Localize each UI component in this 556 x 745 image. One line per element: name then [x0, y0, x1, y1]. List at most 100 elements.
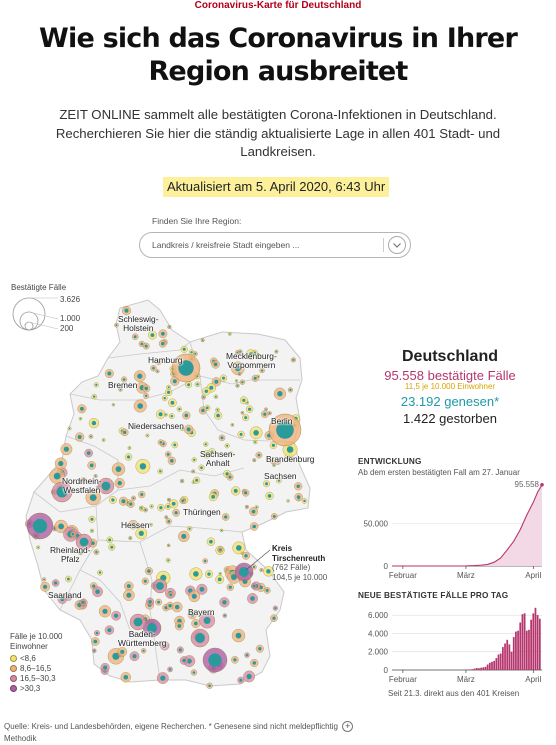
recovered-dot [209, 386, 213, 390]
recovered-dot [171, 415, 173, 417]
recovered-dot [178, 408, 180, 410]
rate-swatch-icon [10, 665, 17, 672]
recovered-dot [150, 524, 152, 526]
recovered-dot [93, 650, 95, 652]
method-link[interactable]: Methodik [4, 734, 36, 743]
recovered-dot [272, 617, 275, 620]
new-cases-bar [472, 669, 474, 670]
recovered-dot [172, 502, 176, 506]
recovered-dot [248, 408, 251, 411]
new-cases-bar [535, 608, 537, 670]
recovered-dot [274, 607, 276, 609]
country-stats: Deutschland 95.558 bestätigte Fälle 11,5… [355, 348, 545, 426]
recovered-dot [145, 387, 148, 390]
recovered-dot [287, 500, 288, 501]
new-cases-bar [491, 662, 493, 670]
recovered-dot [168, 520, 171, 523]
annotation-name-2: Tirschenreuth [272, 554, 325, 563]
recovered-dot [164, 397, 166, 399]
recovered-dot [207, 572, 210, 575]
recovered-dot [229, 586, 232, 589]
recovered-dot [33, 519, 47, 533]
recovered-dot [216, 414, 220, 418]
label-sachsen-anhalt: Sachsen-Anhalt [200, 450, 235, 468]
recovered-dot [224, 515, 227, 518]
recovered-dot [171, 401, 175, 405]
recovered-dot [126, 593, 131, 598]
recovered-dot [277, 391, 282, 396]
recovered-dot [125, 309, 129, 313]
recovered-dot [129, 447, 131, 449]
new-cases-bar [465, 670, 467, 671]
x-tick-label: April [525, 675, 541, 684]
recovered-dot [167, 453, 170, 456]
recovered-dot [237, 385, 239, 387]
plus-icon[interactable]: + [342, 721, 353, 732]
recovered-dot [90, 518, 93, 521]
recovered-dot [111, 498, 114, 501]
recovered-dot [121, 499, 125, 503]
recovered-dot [157, 601, 160, 604]
recovered-dot [194, 353, 196, 355]
recovered-dot [54, 581, 57, 584]
search-label: Finden Sie Ihre Region: [152, 216, 241, 226]
recovered-dot [175, 511, 178, 514]
search-separator [383, 238, 384, 252]
region-search-input[interactable] [152, 237, 372, 253]
recovered-dot [250, 596, 255, 601]
recovered-dot [187, 427, 191, 431]
recovered-dot [159, 506, 162, 509]
recovered-dot [160, 676, 165, 681]
recovered-dot [144, 580, 147, 583]
recovered-dot [265, 409, 266, 410]
new-cases-bar [493, 661, 495, 670]
recovered-dot [253, 661, 256, 664]
recovered-dot [80, 407, 84, 411]
recovered-dot [145, 395, 147, 397]
recovered-dot [202, 339, 204, 341]
recovered-dot [195, 633, 205, 643]
recovered-dot [252, 510, 256, 514]
recovered-dot [127, 455, 130, 458]
recovered-dot [103, 666, 107, 670]
new-cases-bar [482, 667, 484, 670]
new-cases-note: Seit 21.3. direkt aus den 401 Kreisen [388, 689, 519, 698]
label-mecklenburg-vorpommern: Mecklenburg-Vorpommern [226, 352, 277, 370]
label-niedersachsen: Niedersachsen [128, 422, 184, 431]
recovered-dot [54, 473, 61, 480]
recovered-dot [244, 416, 247, 419]
development-end-label: 95.558 [515, 480, 540, 489]
recovered-dot [143, 650, 145, 652]
recovered-dot [221, 530, 222, 531]
recovered-dot [173, 444, 176, 447]
page-title: Wie sich das Coronavirus in Ihrer Region… [20, 22, 536, 88]
recovered-dot [181, 480, 183, 482]
recovered-dot [193, 459, 195, 461]
recovered-dot [87, 451, 91, 455]
recovered-dot [273, 515, 276, 518]
new-cases-bar [487, 665, 489, 671]
recovered-dot [43, 585, 47, 589]
new-cases-bar [522, 614, 524, 670]
recovered-dot [90, 436, 92, 438]
recovered-dot [215, 396, 217, 398]
recovered-dot [205, 443, 207, 445]
recovered-dot [67, 578, 70, 581]
recovered-dot [95, 589, 100, 594]
recovered-dot [214, 380, 218, 384]
chevron-down-icon[interactable] [388, 236, 406, 254]
new-cases-bar [476, 668, 478, 670]
recovered-dot [214, 363, 218, 367]
recovered-dot [195, 479, 198, 482]
label-brandenburg: Brandenburg [266, 455, 314, 464]
recovered-dot [256, 506, 258, 508]
recovered-dot [253, 430, 259, 436]
development-title: ENTWICKLUNG [358, 457, 422, 466]
x-tick-label: März [457, 571, 475, 580]
recovered-dot [159, 412, 163, 416]
y-tick-label: 50.000 [364, 520, 389, 529]
region-search[interactable] [139, 232, 411, 258]
recovered-dot [92, 421, 96, 425]
recovered-dot [218, 578, 222, 582]
